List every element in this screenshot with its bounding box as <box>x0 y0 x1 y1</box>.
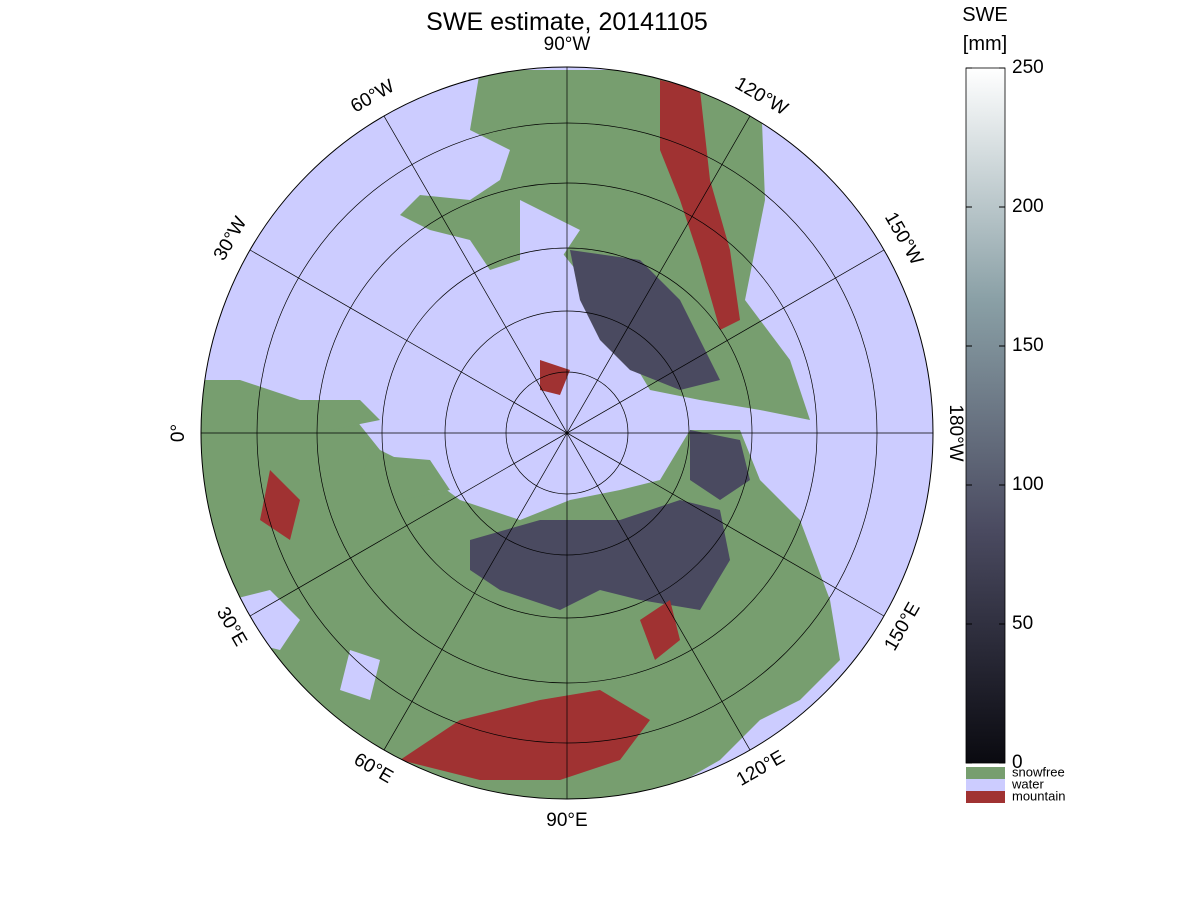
colorbar-tick-label: 50 <box>1012 613 1033 634</box>
colorbar-tick-label: 150 <box>1012 335 1044 356</box>
map-frame <box>200 66 934 800</box>
longitude-label: 0° <box>168 424 189 442</box>
mountain-area <box>260 80 740 780</box>
legend-swatch <box>966 767 1005 779</box>
longitude-label: 60°W <box>347 76 398 118</box>
legend-label: water <box>1011 776 1044 791</box>
snow-cover <box>470 250 750 610</box>
legend-label: mountain <box>1012 788 1065 803</box>
longitude-label: 30°E <box>212 604 251 650</box>
colorbar-label: [mm] <box>963 33 1007 55</box>
colorbar-tick-label: 0 <box>1012 752 1023 773</box>
meridian <box>249 249 885 617</box>
longitude-label: 30°W <box>210 213 252 264</box>
longitude-label: 90°W <box>544 34 591 55</box>
colorbar <box>965 67 1006 764</box>
colorbar-label: SWE <box>962 4 1008 26</box>
legend-swatch <box>966 779 1005 791</box>
longitude-label: 180°W <box>945 404 966 461</box>
longitude-label: 90°E <box>546 810 587 831</box>
ice-sheet <box>230 200 600 700</box>
longitude-label: 60°E <box>350 749 396 788</box>
colorbar-tick-label: 250 <box>1012 57 1044 78</box>
map-title: SWE estimate, 20141105 <box>426 8 708 36</box>
colorbar-tick-label: 100 <box>1012 474 1044 495</box>
colorbar-tick-label: 200 <box>1012 196 1044 217</box>
colorbar-axis: 0 50 100 150 200 250 <box>966 57 1044 773</box>
graticule <box>201 67 933 799</box>
legend-label: snowfree <box>1012 764 1065 779</box>
legend-swatch <box>966 791 1005 803</box>
map-body <box>201 67 933 799</box>
